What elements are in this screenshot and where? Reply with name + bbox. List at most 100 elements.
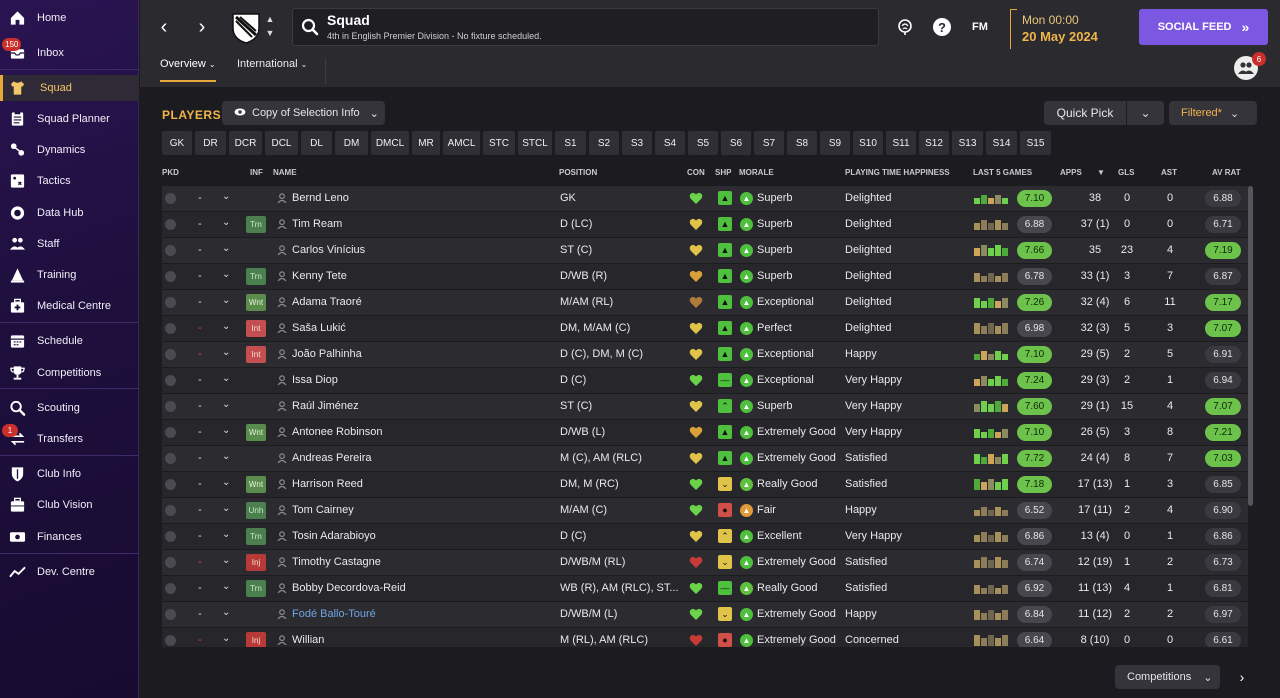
chevron-down-icon[interactable]: ⌄ xyxy=(222,607,231,618)
fm-menu-button[interactable]: FM xyxy=(972,21,988,33)
club-switch-updown-icon[interactable]: ▲ ▼ xyxy=(265,14,275,38)
selection-dash[interactable]: - xyxy=(198,530,202,542)
pick-radio[interactable] xyxy=(165,245,176,256)
sidebar-item-schedule[interactable]: Schedule xyxy=(0,328,139,354)
pick-radio[interactable] xyxy=(165,349,176,360)
chevron-down-icon[interactable]: ⌄ xyxy=(222,503,231,514)
competitions-button[interactable]: Competitions ⌄ xyxy=(1115,665,1220,689)
chevron-down-icon[interactable]: ⌄ xyxy=(222,191,231,202)
chevron-down-icon[interactable]: ⌄ xyxy=(222,321,231,332)
sidebar-item-squad-planner[interactable]: Squad Planner xyxy=(0,106,139,132)
chevron-down-icon[interactable]: ⌄ xyxy=(222,347,231,358)
pick-radio[interactable] xyxy=(165,557,176,568)
table-row[interactable]: - ⌄ Andreas Pereira M (C), AM (RLC) ▲ ▲ Extrem… xyxy=(162,446,1248,471)
chevron-down-icon[interactable]: ⌄ xyxy=(222,425,231,436)
col-playing-time-happiness[interactable]: PLAYING TIME HAPPINESS xyxy=(845,168,950,177)
selection-dash[interactable]: - xyxy=(198,218,202,230)
player-name[interactable]: Antonee Robinson xyxy=(292,426,383,438)
table-row[interactable]: - ⌄ Trn Tosin Adarabioyo D (C) ⌃ ▲ Excellent Ver… xyxy=(162,524,1248,549)
position-filter-s7[interactable]: S7 xyxy=(754,131,784,155)
position-filter-s5[interactable]: S5 xyxy=(688,131,718,155)
chevron-down-icon[interactable]: ⌄ xyxy=(222,451,231,462)
player-name[interactable]: Tosin Adarabioyo xyxy=(292,530,376,542)
copy-selection-info-button[interactable]: Copy of Selection Info ⌄ xyxy=(222,101,385,125)
pick-radio[interactable] xyxy=(165,505,176,516)
position-filter-s13[interactable]: S13 xyxy=(952,131,983,155)
table-row[interactable]: - ⌄ Int João Palhinha D (C), DM, M (C) ▲ ▲ Exce… xyxy=(162,342,1248,367)
position-filter-dcr[interactable]: DCR xyxy=(229,131,262,155)
pick-radio[interactable] xyxy=(165,323,176,334)
chevron-right-icon[interactable]: › xyxy=(1239,669,1245,685)
selection-dash[interactable]: - xyxy=(198,426,202,438)
social-feed-button[interactable]: SOCIAL FEED » xyxy=(1139,9,1268,45)
chevron-down-icon[interactable]: ⌄ xyxy=(222,295,231,306)
pick-radio[interactable] xyxy=(165,375,176,386)
selection-dash[interactable]: - xyxy=(198,270,202,282)
player-name[interactable]: Adama Traoré xyxy=(292,296,362,308)
col-ast[interactable]: AST xyxy=(1161,168,1177,177)
chevron-down-icon[interactable]: ⌄ xyxy=(222,633,231,644)
position-filter-stcl[interactable]: STCL xyxy=(518,131,552,155)
filter-button[interactable]: Filtered* ⌄ xyxy=(1169,101,1257,125)
player-name[interactable]: Kenny Tete xyxy=(292,270,347,282)
selection-dash[interactable]: - xyxy=(198,374,202,386)
position-filter-s11[interactable]: S11 xyxy=(886,131,916,155)
table-row[interactable]: - ⌄ Unh Tom Cairney M/AM (C) ● ▲ Fair Happy 6.52 1… xyxy=(162,498,1248,523)
player-name[interactable]: Raúl Jiménez xyxy=(292,400,359,412)
table-row[interactable]: - ⌄ Wnt Harrison Reed DM, M (RC) ⌄ ▲ Really Goo… xyxy=(162,472,1248,497)
player-name[interactable]: João Palhinha xyxy=(292,348,362,360)
position-filter-stc[interactable]: STC xyxy=(483,131,515,155)
page-title-box[interactable]: Squad 4th in English Premier Division - … xyxy=(292,8,879,46)
selection-dash[interactable]: - xyxy=(198,452,202,464)
pick-radio[interactable] xyxy=(165,271,176,282)
chevron-down-icon[interactable]: ⌄ xyxy=(222,555,231,566)
player-name[interactable]: Harrison Reed xyxy=(292,478,363,490)
pick-radio[interactable] xyxy=(165,219,176,230)
player-name[interactable]: Bernd Leno xyxy=(292,192,349,204)
sidebar-item-squad[interactable]: Squad xyxy=(0,75,139,101)
sidebar-item-transfers[interactable]: Transfers 1 xyxy=(0,424,139,452)
selection-dash[interactable]: - xyxy=(198,608,202,620)
table-row[interactable]: - ⌄ Trn Bobby Decordova-Reid WB (R), AM (RLC… xyxy=(162,576,1248,601)
table-row[interactable]: - ⌄ Int Saša Lukić DM, M/AM (C) ▲ ▲ Perfect Deli… xyxy=(162,316,1248,341)
position-filter-s3[interactable]: S3 xyxy=(622,131,652,155)
table-row[interactable]: - ⌄ Trn Tim Ream D (LC) ▲ ▲ Superb Delighted 6.88… xyxy=(162,212,1248,237)
chevron-down-icon[interactable]: ⌄ xyxy=(222,373,231,384)
selection-dash[interactable]: - xyxy=(198,582,202,594)
sidebar-item-staff[interactable]: Staff xyxy=(0,231,139,257)
club-crest-icon[interactable] xyxy=(230,11,262,45)
position-filter-s12[interactable]: S12 xyxy=(919,131,949,155)
player-name[interactable]: Carlos Vinícius xyxy=(292,244,366,256)
table-row[interactable]: - ⌄ Inj Timothy Castagne D/WB/M (RL) ⌄ ▲ Extrem… xyxy=(162,550,1248,575)
col-shp[interactable]: SHP xyxy=(715,168,732,177)
chevron-down-icon[interactable]: ⌄ xyxy=(222,243,231,254)
position-filter-dcl[interactable]: DCL xyxy=(265,131,298,155)
position-filter-gk[interactable]: GK xyxy=(162,131,192,155)
quick-pick-dropdown-icon[interactable]: ⌄ xyxy=(1127,101,1164,125)
sidebar-item-dynamics[interactable]: Dynamics xyxy=(0,137,139,163)
table-row[interactable]: - ⌄ Carlos Vinícius ST (C) ▲ ▲ Superb Delighted… xyxy=(162,238,1248,263)
sidebar-item-training[interactable]: Training xyxy=(0,262,139,288)
position-filter-s2[interactable]: S2 xyxy=(589,131,619,155)
position-filter-dmcl[interactable]: DMCL xyxy=(371,131,409,155)
sidebar-item-medical-centre[interactable]: Medical Centre xyxy=(0,293,139,319)
col-inf[interactable]: INF xyxy=(250,168,263,177)
position-filter-s1[interactable]: S1 xyxy=(555,131,586,155)
position-filter-dm[interactable]: DM xyxy=(335,131,368,155)
player-name[interactable]: Tim Ream xyxy=(292,218,343,230)
pick-radio[interactable] xyxy=(165,583,176,594)
table-row[interactable]: - ⌄ Raúl Jiménez ST (C) ⌃ ▲ Superb Very Happy 7.… xyxy=(162,394,1248,419)
selection-dash[interactable]: - xyxy=(198,322,202,334)
back-arrow-icon[interactable]: ‹ xyxy=(160,15,168,38)
col-morale[interactable]: MORALE xyxy=(739,168,774,177)
pick-radio[interactable] xyxy=(165,427,176,438)
position-filter-s9[interactable]: S9 xyxy=(820,131,850,155)
sidebar-item-competitions[interactable]: Competitions xyxy=(0,360,139,386)
sidebar-item-data-hub[interactable]: Data Hub xyxy=(0,200,139,226)
selection-dash[interactable]: - xyxy=(198,478,202,490)
date-display[interactable]: Mon 00:00 20 May 2024 xyxy=(1010,9,1130,49)
position-filter-dr[interactable]: DR xyxy=(195,131,226,155)
player-name[interactable]: Issa Diop xyxy=(292,374,338,386)
brain-icon[interactable] xyxy=(894,16,916,38)
col-pkd[interactable]: PKD xyxy=(162,168,179,177)
